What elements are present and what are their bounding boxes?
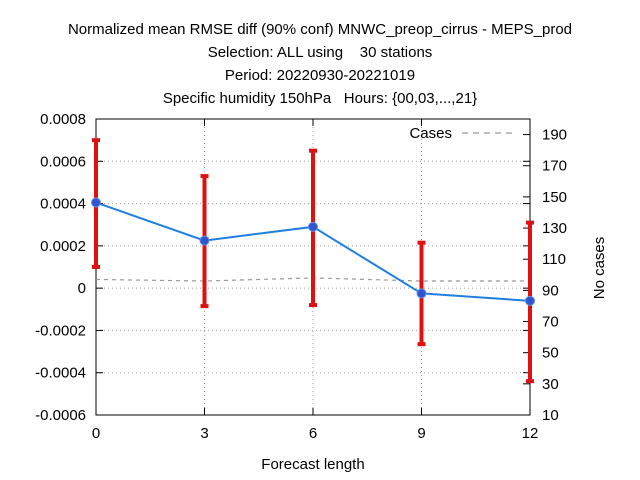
- right-axis-label: No cases: [591, 237, 608, 300]
- x-tick-label: 6: [309, 425, 317, 442]
- right-tick-label: 30: [542, 376, 559, 393]
- x-tick-label: 12: [522, 425, 539, 442]
- right-tick-label: 90: [542, 282, 559, 299]
- x-axis-label: Forecast length: [261, 456, 364, 473]
- y-tick-label: -0.0006: [35, 407, 86, 424]
- ticks: 0.0008 0.0006 0.0004 0.0002 0 -0.0002 -0.0004 -…: [35, 111, 567, 442]
- x-tick-label: 0: [92, 425, 100, 442]
- y-tick-label: 0.0008: [40, 111, 86, 128]
- title-line-1: Normalized mean RMSE diff (90% conf) MNW…: [67, 21, 573, 38]
- y-tick-label: 0: [78, 280, 86, 297]
- right-tick-label: 170: [542, 158, 567, 175]
- y-tick-label: -0.0004: [35, 365, 86, 382]
- y-tick-label: -0.0002: [35, 322, 86, 339]
- right-tick-label: 110: [542, 251, 566, 268]
- right-tick-label: 50: [542, 345, 559, 362]
- data-point: [525, 295, 535, 306]
- x-tick-label: 3: [200, 425, 208, 442]
- right-tick-label: 150: [542, 189, 567, 206]
- y-tick-label: 0.0006: [40, 153, 86, 170]
- chart-title: Normalized mean RMSE diff (90% conf) MNW…: [0, 18, 640, 110]
- data-point: [416, 288, 427, 299]
- y-tick-label: 0.0002: [40, 238, 86, 255]
- data-point: [91, 197, 101, 208]
- data-point: [199, 235, 210, 246]
- title-line-2: Selection: ALL using 30 stations: [207, 44, 433, 61]
- y-tick-label: 0.0004: [40, 196, 86, 213]
- legend: Cases: [409, 125, 515, 142]
- right-tick-label: 190: [542, 127, 567, 144]
- right-tick-label: 10: [542, 407, 559, 424]
- right-tick-label: 130: [542, 220, 567, 237]
- legend-label-cases: Cases: [409, 125, 452, 142]
- x-tick-label: 9: [417, 425, 425, 442]
- title-line-4: Specific humidity 150hPa Hours: {00,03,.…: [162, 90, 478, 107]
- data-point: [308, 221, 318, 232]
- right-tick-label: 70: [542, 314, 559, 331]
- series: [91, 138, 535, 384]
- title-line-3: Period: 20220930-20221019: [224, 67, 416, 84]
